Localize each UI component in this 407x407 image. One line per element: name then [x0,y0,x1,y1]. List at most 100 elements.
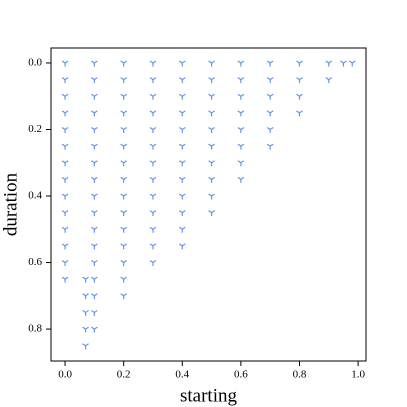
point [91,77,98,84]
point [149,210,157,217]
point [91,226,98,233]
point [149,193,157,200]
x-tick-label: 0.4 [175,369,189,381]
point [266,126,274,133]
point [61,143,69,150]
y-tick-label: 0.4 [28,190,42,202]
point [61,93,69,100]
point [237,93,245,100]
point [82,326,89,333]
point [178,143,186,150]
point [91,309,98,316]
x-axis-label: starting [180,385,237,406]
point [208,93,215,100]
point [61,77,69,84]
point [208,176,215,183]
point [178,110,186,117]
point [149,226,157,233]
point [120,193,128,200]
point [149,60,157,67]
point [149,93,157,100]
point [91,60,98,67]
point [120,93,128,100]
point [61,226,69,233]
point [91,110,98,117]
point [61,276,69,283]
point [237,60,245,67]
point [178,210,186,217]
point [296,60,303,67]
point [120,77,128,84]
point [178,93,186,100]
point [266,143,274,150]
point [208,143,215,150]
point [120,293,128,300]
point [91,260,98,267]
point [296,93,303,100]
point [149,77,157,84]
point [178,160,186,167]
point [266,110,274,117]
point [61,260,69,267]
y-tick-label: 0.6 [28,256,42,268]
point [120,160,128,167]
point [120,210,128,217]
point [120,60,128,67]
point [178,243,186,250]
point [178,126,186,133]
point [61,176,69,183]
point [296,110,303,117]
point [208,110,215,117]
point [178,60,186,67]
point [61,60,69,67]
point [178,193,186,200]
point [61,126,69,133]
point [91,276,98,283]
point [149,126,157,133]
point [266,93,274,100]
point [208,160,215,167]
point [178,226,186,233]
point [120,276,128,283]
point [237,110,245,117]
point [61,193,69,200]
point [325,77,333,84]
point [82,309,89,316]
point [266,77,274,84]
point [82,276,89,283]
point [91,326,98,333]
point [61,210,69,217]
point [120,110,128,117]
point [208,77,215,84]
point [91,143,98,150]
y-tick-label: 0.0 [28,56,42,68]
point [91,210,98,217]
point [120,260,128,267]
point [120,243,128,250]
point [325,60,333,67]
x-tick-label: 1.0 [351,369,365,381]
point [296,77,303,84]
point [61,243,69,250]
point [208,60,215,67]
point [237,77,245,84]
x-tick-label: 0.2 [117,369,131,381]
point [237,160,245,167]
point [120,176,128,183]
point [237,176,245,183]
y-tick-label: 0.2 [28,123,42,135]
point [149,260,157,267]
point [149,243,157,250]
point [149,160,157,167]
point [120,126,128,133]
point [91,126,98,133]
point [340,60,347,67]
x-tick-label: 0.8 [293,369,307,381]
y-axis-label: duration [0,172,21,236]
point [120,143,128,150]
point [208,193,215,200]
x-tick-label: 0.6 [234,369,248,381]
point [348,60,356,67]
point [61,160,69,167]
